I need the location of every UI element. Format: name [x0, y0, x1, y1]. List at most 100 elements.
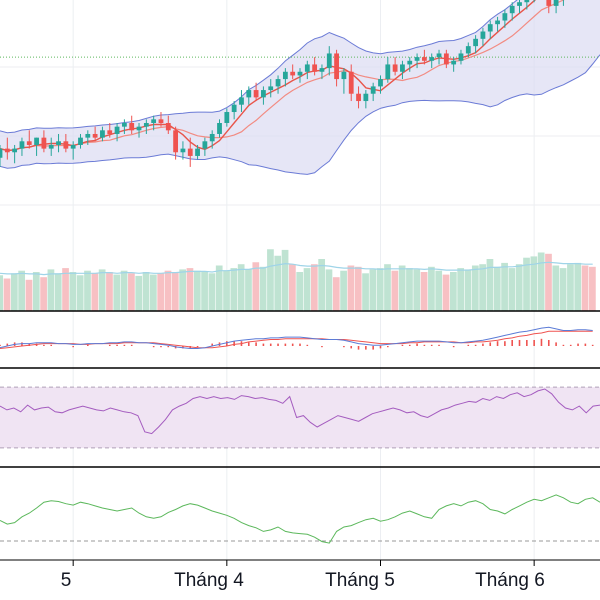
- macd-histogram-bar: [0, 344, 1, 346]
- macd-histogram-bar: [555, 342, 557, 346]
- slow-moving-average-line: [0, 0, 565, 152]
- volume-bar: [552, 265, 560, 311]
- macd-histogram-bar: [262, 343, 265, 346]
- volume-bar: [281, 249, 289, 311]
- candle-body: [136, 126, 142, 131]
- candle-body: [268, 86, 274, 91]
- candle-body: [348, 71, 354, 94]
- bollinger-band-fill: [0, 0, 600, 175]
- volume-bar: [354, 266, 362, 311]
- candle-body: [517, 2, 522, 6]
- candle-body: [465, 46, 471, 54]
- volume-bar: [98, 269, 106, 311]
- candle-body: [129, 123, 135, 131]
- candle-body: [480, 31, 486, 39]
- macd-histogram-bar: [496, 341, 499, 346]
- macd-histogram-bar: [50, 344, 53, 346]
- candle-body: [392, 64, 398, 72]
- volume-bar: [501, 262, 508, 311]
- macd-histogram-bar: [343, 346, 345, 348]
- volume-bar: [310, 264, 318, 311]
- volume-bar: [413, 269, 421, 311]
- rsi-pane: [0, 386, 600, 449]
- volume-bar: [589, 266, 596, 311]
- macd-histogram-bar: [350, 346, 353, 349]
- macd-histogram-bar: [233, 341, 235, 346]
- volume-bar: [135, 275, 143, 311]
- macd-histogram-bar: [372, 346, 374, 350]
- candle-body: [253, 90, 259, 98]
- x-tick-label: Tháng 5: [325, 570, 395, 591]
- macd-histogram-bar: [467, 344, 470, 346]
- candle-body: [4, 148, 10, 153]
- bollinger-lower-line: [0, 54, 600, 175]
- candle-body: [70, 144, 76, 149]
- macd-histogram-bar: [196, 346, 199, 348]
- volume-bar: [106, 272, 113, 311]
- macd-histogram-bar: [533, 340, 535, 346]
- volume-bar: [142, 272, 150, 311]
- candle-body: [165, 123, 171, 131]
- candle-body: [275, 79, 281, 87]
- candle-body: [319, 68, 325, 72]
- candle-body: [451, 60, 457, 65]
- volume-bar: [289, 264, 296, 311]
- volume-bar: [530, 256, 538, 311]
- macd-histogram-bar: [6, 343, 9, 346]
- volume-bar: [3, 278, 11, 311]
- candle-body: [239, 97, 244, 105]
- volume-bar: [493, 266, 501, 311]
- macd-histogram-bar: [562, 344, 565, 346]
- volume-bar: [296, 272, 304, 311]
- macd-histogram-bar: [540, 338, 543, 346]
- volume-bar: [450, 272, 457, 311]
- candle-body: [495, 20, 500, 25]
- candle-body: [56, 141, 61, 145]
- volume-bar: [567, 264, 574, 311]
- volume-bar: [10, 273, 18, 311]
- volume-bar: [442, 274, 450, 311]
- volume-bar: [150, 274, 157, 311]
- macd-histogram-bar: [108, 344, 111, 346]
- bollinger-upper-line: [0, 0, 518, 134]
- volume-bar: [523, 257, 530, 311]
- candle-body: [100, 130, 105, 138]
- volume-bar: [113, 274, 121, 311]
- candle-body: [151, 119, 157, 123]
- macd-histogram-bar: [474, 344, 477, 346]
- volume-bar: [237, 264, 245, 311]
- x-tick-label: Tháng 4: [174, 570, 244, 591]
- candle-body: [414, 57, 420, 61]
- volume-bar: [545, 253, 552, 311]
- volume-bar: [559, 268, 567, 311]
- macd-histogram-bar: [321, 346, 323, 348]
- candle-body: [473, 38, 479, 47]
- volume-bar: [84, 270, 91, 311]
- volume-bar: [574, 262, 582, 311]
- volume-bar: [581, 265, 589, 311]
- candle-body: [85, 133, 91, 138]
- candle-body: [92, 133, 98, 138]
- candle-body: [553, 0, 559, 6]
- volume-bar: [18, 270, 26, 311]
- macd-histogram-bar: [408, 344, 411, 346]
- volume-bar: [435, 270, 443, 311]
- volume-bar: [179, 269, 186, 311]
- volume-bar: [457, 268, 465, 311]
- candle-body: [121, 123, 127, 127]
- macd-histogram-bar: [43, 344, 45, 346]
- volume-bar: [479, 264, 486, 311]
- volume-bar: [537, 252, 545, 311]
- candle-body: [421, 57, 427, 61]
- volume-bar: [223, 270, 230, 311]
- volume-bar: [0, 275, 4, 311]
- macd-histogram-bar: [577, 343, 579, 346]
- candle-body: [304, 64, 310, 72]
- candle-body: [400, 64, 405, 72]
- macd-histogram-bar: [526, 340, 528, 346]
- volume-bar: [318, 259, 326, 311]
- macd-histogram-bar: [416, 343, 418, 346]
- volume-bar: [515, 264, 523, 311]
- macd-histogram-bar: [291, 343, 294, 346]
- volume-bar: [464, 269, 472, 311]
